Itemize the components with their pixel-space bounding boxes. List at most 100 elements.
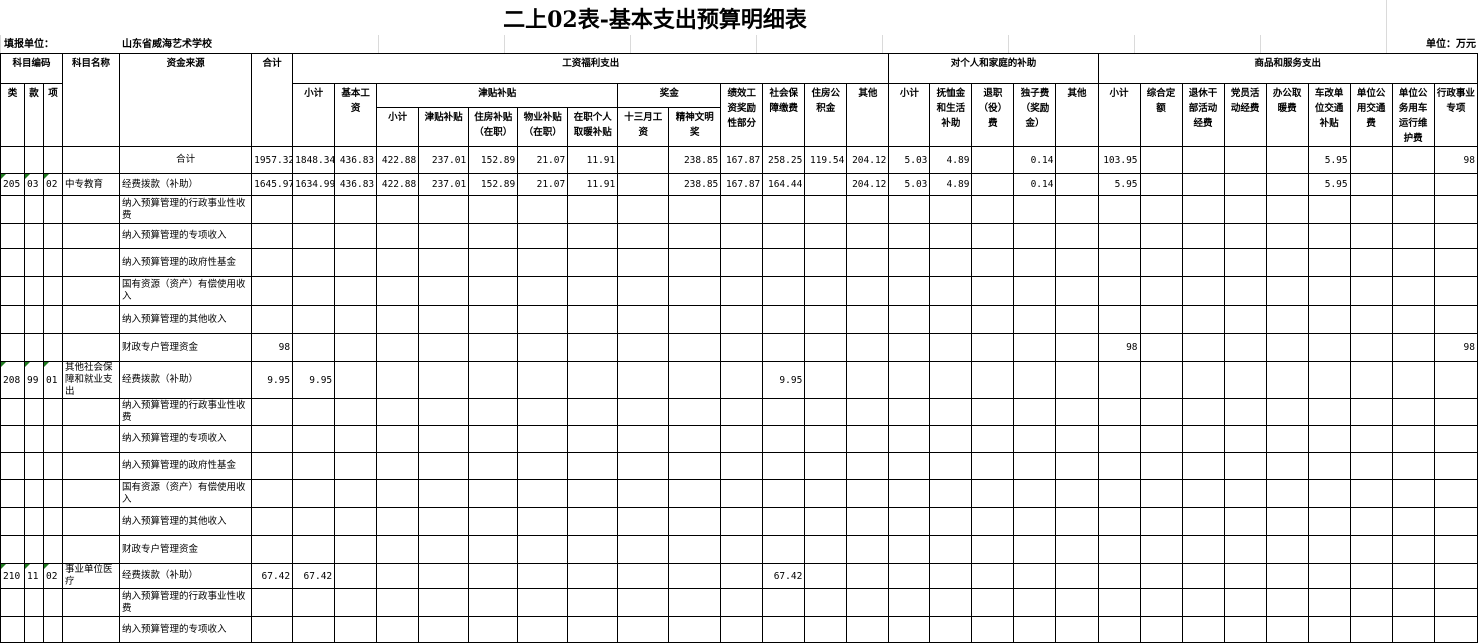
cell-xiang[interactable]: 02 bbox=[42, 173, 64, 196]
cell-value[interactable] bbox=[762, 333, 806, 362]
cell-value[interactable] bbox=[251, 507, 294, 536]
cell-value[interactable] bbox=[1139, 507, 1183, 536]
cell-value[interactable] bbox=[1391, 425, 1435, 453]
cell-value[interactable]: 119.54 bbox=[804, 146, 848, 174]
cell-source[interactable]: 经费拨款（补助） bbox=[119, 173, 253, 196]
cell-value[interactable] bbox=[1055, 616, 1099, 643]
cell-value[interactable] bbox=[617, 616, 670, 643]
cell-value[interactable]: 67.42 bbox=[762, 563, 806, 589]
cell-value[interactable] bbox=[1223, 146, 1267, 174]
cell-value[interactable] bbox=[1307, 452, 1351, 480]
cell-value[interactable] bbox=[1013, 588, 1057, 617]
cell-value[interactable] bbox=[762, 223, 806, 249]
cell-value[interactable] bbox=[804, 563, 848, 589]
cell-value[interactable] bbox=[668, 535, 722, 564]
cell-value[interactable] bbox=[617, 398, 670, 426]
cell-value[interactable] bbox=[517, 452, 569, 480]
cell-value[interactable] bbox=[804, 223, 848, 249]
cell-value[interactable] bbox=[1013, 616, 1057, 643]
cell-value[interactable] bbox=[617, 535, 670, 564]
cell-value[interactable] bbox=[1265, 507, 1309, 536]
cell-value[interactable] bbox=[1391, 616, 1435, 643]
cell-value[interactable] bbox=[1013, 361, 1057, 399]
cell-value[interactable] bbox=[720, 276, 764, 306]
cell-value[interactable] bbox=[1349, 146, 1393, 174]
cell-value[interactable] bbox=[1307, 535, 1351, 564]
cell-value[interactable] bbox=[804, 333, 848, 362]
cell-value[interactable] bbox=[376, 479, 420, 508]
cell-value[interactable] bbox=[846, 276, 890, 306]
cell-value[interactable] bbox=[334, 507, 378, 536]
cell-value[interactable] bbox=[468, 195, 519, 224]
cell-value[interactable] bbox=[1139, 276, 1183, 306]
cell-value[interactable] bbox=[468, 276, 519, 306]
cell-value[interactable] bbox=[517, 563, 569, 589]
cell-value[interactable] bbox=[888, 361, 931, 399]
cell-value[interactable] bbox=[1433, 507, 1478, 536]
cell-kuan[interactable] bbox=[24, 223, 44, 249]
cell-value[interactable]: 98 bbox=[1097, 333, 1141, 362]
cell-value[interactable]: 9.95 bbox=[292, 361, 336, 399]
cell-value[interactable] bbox=[567, 195, 619, 224]
cell-value[interactable] bbox=[1181, 535, 1225, 564]
cell-lei[interactable] bbox=[0, 425, 25, 453]
cell-xiang[interactable] bbox=[42, 425, 64, 453]
cell-value[interactable] bbox=[517, 333, 569, 362]
cell-value[interactable] bbox=[846, 425, 890, 453]
cell-value[interactable] bbox=[1349, 398, 1393, 426]
cell-value[interactable] bbox=[1433, 305, 1478, 334]
cell-xiang[interactable] bbox=[42, 452, 64, 480]
cell-value[interactable] bbox=[668, 223, 722, 249]
cell-value[interactable] bbox=[334, 195, 378, 224]
cell-value[interactable] bbox=[567, 507, 619, 536]
cell-value[interactable] bbox=[668, 425, 722, 453]
cell-value[interactable] bbox=[617, 479, 670, 508]
cell-xiang[interactable] bbox=[42, 248, 64, 277]
cell-value[interactable] bbox=[846, 507, 890, 536]
cell-value[interactable] bbox=[334, 398, 378, 426]
cell-value[interactable] bbox=[292, 452, 336, 480]
cell-value[interactable] bbox=[720, 305, 764, 334]
cell-value[interactable] bbox=[720, 398, 764, 426]
cell-value[interactable] bbox=[1391, 507, 1435, 536]
cell-value[interactable] bbox=[1139, 195, 1183, 224]
cell-kuan[interactable] bbox=[24, 425, 44, 453]
cell-value[interactable] bbox=[804, 452, 848, 480]
cell-value[interactable] bbox=[292, 305, 336, 334]
cell-name[interactable]: 事业单位医疗 bbox=[62, 563, 121, 589]
cell-value[interactable] bbox=[1307, 248, 1351, 277]
cell-lei[interactable] bbox=[0, 146, 25, 174]
cell-value[interactable] bbox=[929, 452, 973, 480]
cell-xiang[interactable] bbox=[42, 223, 64, 249]
cell-value[interactable] bbox=[1349, 535, 1393, 564]
cell-value[interactable] bbox=[1391, 398, 1435, 426]
cell-value[interactable] bbox=[1265, 223, 1309, 249]
cell-value[interactable] bbox=[1013, 305, 1057, 334]
cell-xiang[interactable] bbox=[42, 146, 64, 174]
cell-value[interactable] bbox=[1139, 616, 1183, 643]
cell-value[interactable] bbox=[418, 507, 470, 536]
cell-value[interactable] bbox=[1391, 452, 1435, 480]
cell-value[interactable] bbox=[1181, 479, 1225, 508]
cell-value[interactable] bbox=[1097, 452, 1141, 480]
cell-name[interactable] bbox=[62, 146, 121, 174]
cell-value[interactable] bbox=[668, 276, 722, 306]
cell-value[interactable] bbox=[567, 223, 619, 249]
cell-value[interactable] bbox=[929, 588, 973, 617]
cell-value[interactable] bbox=[971, 276, 1015, 306]
cell-lei[interactable] bbox=[0, 535, 25, 564]
cell-value[interactable] bbox=[888, 305, 931, 334]
cell-value[interactable] bbox=[804, 361, 848, 399]
cell-value[interactable] bbox=[1181, 398, 1225, 426]
cell-lei[interactable] bbox=[0, 223, 25, 249]
cell-source[interactable]: 纳入预算管理的政府性基金 bbox=[119, 248, 253, 277]
cell-value[interactable] bbox=[334, 223, 378, 249]
cell-lei[interactable] bbox=[0, 305, 25, 334]
cell-value[interactable] bbox=[292, 425, 336, 453]
cell-value[interactable] bbox=[971, 398, 1015, 426]
cell-value[interactable]: 0.14 bbox=[1013, 173, 1057, 196]
cell-value[interactable] bbox=[1433, 248, 1478, 277]
cell-value[interactable] bbox=[1349, 248, 1393, 277]
cell-value[interactable] bbox=[617, 452, 670, 480]
cell-value[interactable] bbox=[468, 479, 519, 508]
